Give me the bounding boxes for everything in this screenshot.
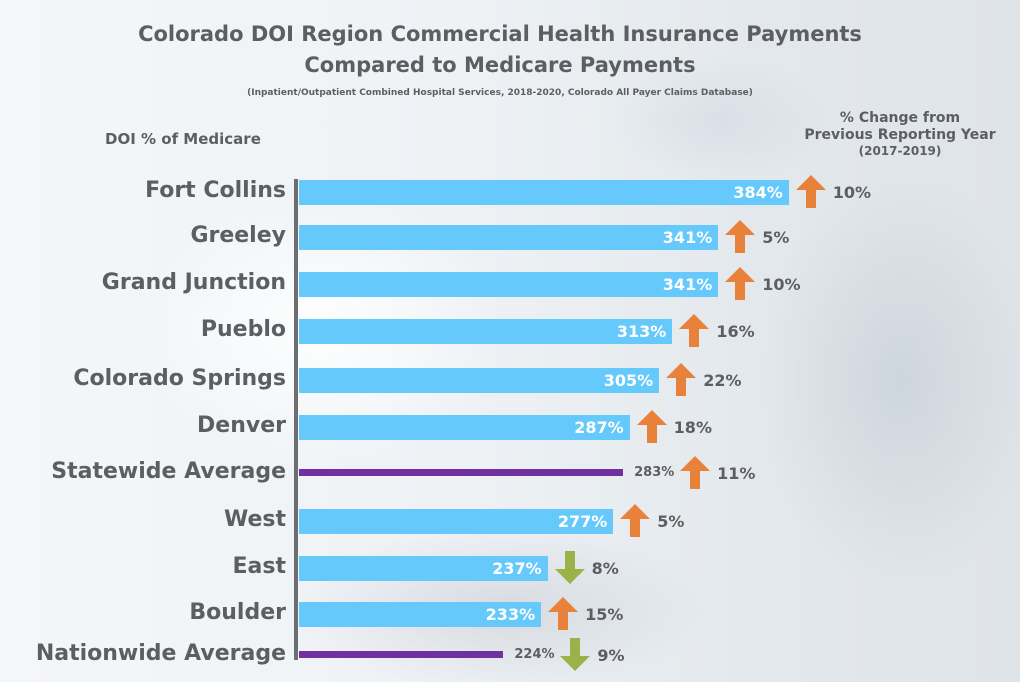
category-label: Boulder: [189, 600, 286, 625]
change-header-line2: Previous Reporting Year: [804, 127, 996, 143]
category-axis-line: [294, 179, 298, 660]
category-label: Statewide Average: [51, 459, 286, 484]
change-value-label: 5%: [657, 512, 685, 531]
bar: 305%: [299, 368, 660, 393]
bar: 237%: [299, 556, 548, 581]
bar-value-label: 287%: [574, 418, 624, 437]
chart-subtitle: (Inpatient/Outpatient Combined Hospital …: [247, 88, 753, 98]
bar: 233%: [299, 602, 542, 627]
bar: 341%: [299, 225, 719, 250]
change-value-label: 18%: [673, 418, 712, 437]
change-value-label: 8%: [591, 559, 619, 578]
arrow-up-icon: [680, 456, 711, 489]
bar-value-label: 305%: [603, 371, 654, 390]
category-label: Denver: [197, 413, 286, 438]
arrow-up-icon: [725, 220, 756, 253]
category-label: East: [232, 554, 287, 579]
arrow-up-icon: [666, 363, 697, 396]
change-value-label: 22%: [703, 371, 742, 390]
arrow-down-icon: [554, 551, 585, 584]
average-line: [299, 469, 624, 476]
change-value-label: 11%: [717, 464, 756, 483]
bar-value-label: 384%: [733, 183, 783, 202]
bar: 341%: [299, 272, 719, 297]
bar: 384%: [299, 180, 789, 205]
arrow-up-icon: [620, 504, 651, 537]
change-value-label: 10%: [762, 275, 801, 294]
category-label: Pueblo: [200, 317, 286, 342]
category-label: Colorado Springs: [73, 366, 286, 391]
arrow-up-icon: [548, 597, 579, 630]
arrow-up-icon: [636, 410, 667, 443]
average-value-label: 283%: [634, 465, 675, 480]
y-axis-label: DOI % of Medicare: [105, 130, 261, 148]
bar-value-label: 277%: [557, 512, 608, 531]
arrow-down-icon: [560, 638, 591, 671]
category-label: Nationwide Average: [35, 641, 286, 666]
arrow-up-icon: [795, 175, 826, 208]
chart-title: Colorado DOI Region Commercial Health In…: [138, 22, 862, 46]
chart-title-line2: Compared to Medicare Payments: [304, 53, 696, 77]
change-value-label: 15%: [585, 605, 624, 624]
bar: 313%: [299, 319, 673, 344]
bar: 277%: [299, 509, 614, 534]
bar: 287%: [299, 415, 630, 440]
change-value-label: 16%: [716, 322, 755, 341]
average-line: [299, 651, 504, 658]
change-value-label: 10%: [832, 183, 872, 202]
category-label: West: [223, 507, 286, 532]
bar-value-label: 233%: [485, 605, 536, 624]
category-label: Greeley: [190, 223, 286, 248]
category-label: Grand Junction: [101, 270, 286, 295]
change-header-line1: % Change from: [839, 110, 961, 126]
change-header-line3: (2017-2019): [858, 144, 942, 158]
category-label: Fort Collins: [145, 178, 286, 203]
bar-value-label: 237%: [492, 559, 542, 578]
bar-value-label: 341%: [662, 275, 713, 294]
change-value-label: 9%: [597, 646, 625, 665]
arrow-up-icon: [679, 314, 710, 347]
arrow-up-icon: [725, 267, 756, 300]
bar-value-label: 313%: [616, 322, 667, 341]
average-value-label: 224%: [514, 647, 555, 662]
change-header: % Change from Previous Reporting Year (2…: [780, 110, 1020, 158]
change-value-label: 5%: [762, 228, 790, 247]
bar-value-label: 341%: [662, 228, 713, 247]
